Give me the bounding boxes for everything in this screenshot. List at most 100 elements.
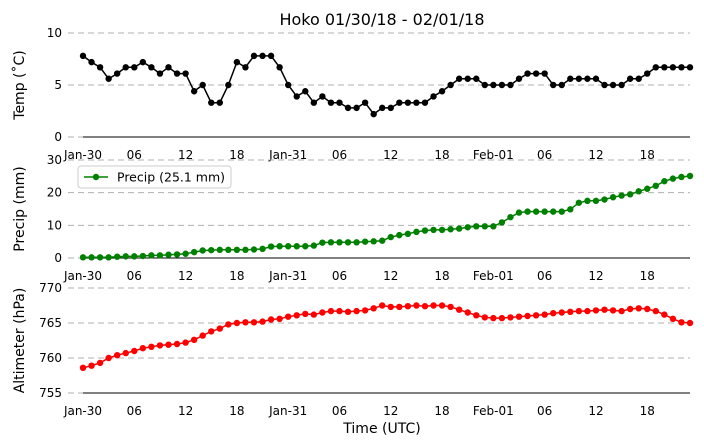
data-point <box>302 88 309 95</box>
data-point <box>319 239 326 246</box>
data-point <box>661 311 668 318</box>
data-point <box>464 75 471 82</box>
data-point <box>498 219 506 226</box>
data-point <box>156 342 164 349</box>
data-point <box>242 64 249 71</box>
data-point <box>131 347 138 355</box>
panel-0: 0 5 10 Jan-30 06 12 18 Jan-31 06 12 18 Feb-01 06 12 18… <box>11 26 694 162</box>
data-point <box>165 341 172 348</box>
data-point <box>618 307 625 315</box>
data-point <box>387 104 394 112</box>
data-point <box>524 70 531 77</box>
data-point <box>250 319 258 326</box>
data-point <box>379 302 386 309</box>
data-point <box>541 311 548 318</box>
data-point <box>259 318 266 325</box>
x-tick-label: 06 <box>332 148 347 162</box>
data-point <box>635 305 642 312</box>
data-point <box>455 306 463 313</box>
data-point <box>310 311 318 318</box>
x-tick-label: 06 <box>537 269 552 283</box>
data-point <box>669 64 677 71</box>
data-point <box>293 93 300 100</box>
x-tick-label: Jan-31 <box>268 404 307 418</box>
data-point <box>558 81 565 89</box>
data-point <box>139 252 147 260</box>
data-point <box>396 99 403 106</box>
data-point <box>498 314 506 322</box>
y-tick-label: 10 <box>47 26 62 40</box>
x-tick-label: 06 <box>332 269 347 283</box>
x-tick-label: Feb-01 <box>473 148 514 162</box>
data-point <box>584 197 591 205</box>
data-point <box>310 242 318 249</box>
data-point <box>190 336 198 343</box>
data-point <box>336 99 343 106</box>
data-point <box>284 81 292 89</box>
data-point <box>344 104 352 112</box>
data-point <box>558 309 565 316</box>
data-point <box>601 306 608 313</box>
data-point <box>618 81 625 89</box>
data-point <box>515 75 523 82</box>
data-point <box>618 192 625 199</box>
data-point <box>199 332 206 339</box>
data-point <box>353 104 360 112</box>
data-point <box>148 343 155 350</box>
data-point <box>156 70 164 77</box>
data-point <box>182 339 189 346</box>
data-point <box>259 52 266 60</box>
data-point <box>481 314 489 321</box>
data-point <box>498 81 506 89</box>
data-point <box>344 308 352 315</box>
data-point <box>113 253 121 260</box>
data-point <box>550 81 557 89</box>
data-point <box>669 315 677 322</box>
data-point <box>105 354 112 362</box>
data-point <box>148 252 155 259</box>
data-point <box>336 239 343 246</box>
data-point <box>669 175 677 182</box>
x-tick-label: 18 <box>229 269 244 283</box>
data-point <box>225 321 232 328</box>
x-tick-label: 06 <box>537 404 552 418</box>
data-point <box>447 226 454 233</box>
data-point <box>635 188 642 195</box>
legend-marker-swatch <box>92 173 100 181</box>
x-tick-label: 12 <box>383 269 398 283</box>
data-point <box>199 81 206 89</box>
x-tick-label: 18 <box>434 269 449 283</box>
data-point <box>96 359 104 367</box>
data-point <box>644 185 651 192</box>
data-point <box>652 307 660 315</box>
data-point <box>233 58 241 66</box>
data-point <box>507 314 514 321</box>
data-point <box>139 345 147 352</box>
x-tick-label: 12 <box>588 148 603 162</box>
data-point <box>79 254 87 261</box>
data-point <box>173 340 181 348</box>
data-point <box>276 315 283 322</box>
data-point <box>327 99 335 106</box>
data-point <box>233 319 241 327</box>
data-point <box>88 362 95 369</box>
data-point <box>567 308 574 315</box>
data-point <box>626 191 634 198</box>
x-tick-label: Jan-31 <box>268 269 307 283</box>
data-point <box>430 93 437 100</box>
x-tick-label: 12 <box>383 404 398 418</box>
data-point <box>327 307 335 315</box>
data-point <box>515 313 523 320</box>
data-point <box>131 253 138 260</box>
data-point <box>686 64 694 71</box>
data-point <box>96 254 104 261</box>
x-tick-label: 06 <box>127 148 142 162</box>
data-point <box>190 248 198 256</box>
data-point <box>430 302 437 309</box>
data-point <box>353 239 360 246</box>
data-point <box>601 196 608 203</box>
data-point <box>438 226 446 234</box>
data-point <box>139 58 147 66</box>
y-tick-label: 30 <box>47 153 62 167</box>
